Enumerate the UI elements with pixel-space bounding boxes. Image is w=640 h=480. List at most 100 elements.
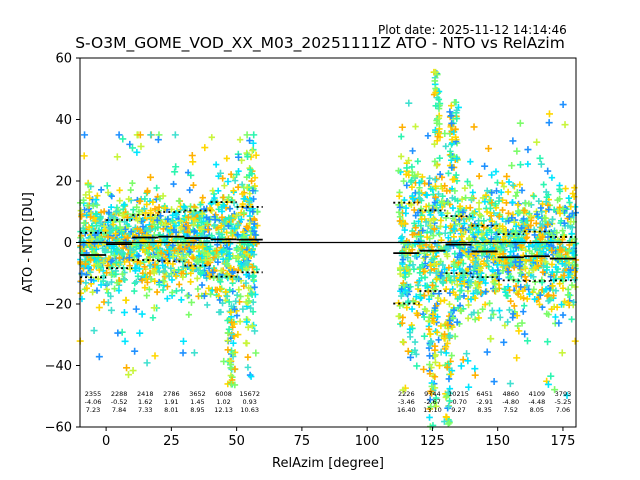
- scatter-point: [245, 284, 252, 292]
- scatter-point: [398, 123, 406, 131]
- scatter-point: [516, 181, 524, 188]
- scatter-point: [401, 269, 409, 277]
- scatter-point: [512, 282, 520, 290]
- scatter-point: [458, 251, 465, 259]
- scatter-point: [561, 298, 568, 305]
- scatter-point: [81, 131, 89, 139]
- scatter-point: [442, 343, 450, 351]
- scatter-point: [416, 301, 423, 308]
- scatter-point: [436, 154, 443, 162]
- scatter-point: [141, 263, 148, 271]
- scatter-point: [469, 189, 477, 196]
- scatter-point: [227, 364, 235, 372]
- scatter-point: [540, 248, 547, 255]
- scatter-point: [432, 68, 439, 76]
- scatter-point: [228, 330, 236, 338]
- scatter-point: [427, 403, 435, 410]
- scatter-point: [126, 254, 133, 261]
- scatter-point: [408, 349, 416, 356]
- scatter-point: [170, 226, 178, 234]
- scatter-point: [472, 258, 479, 265]
- scatter-point: [108, 193, 115, 200]
- scatter-point: [204, 226, 212, 233]
- scatter-point: [433, 119, 441, 127]
- scatter-point: [552, 287, 560, 294]
- scatter-point: [100, 208, 108, 215]
- scatter-point: [249, 187, 257, 194]
- x-tick-label: 150: [485, 434, 510, 449]
- scatter-point: [244, 153, 251, 160]
- scatter-point: [138, 229, 146, 237]
- scatter-point: [235, 286, 243, 293]
- scatter-point: [412, 293, 420, 300]
- scatter-point: [535, 198, 542, 205]
- scatter-point: [118, 248, 125, 256]
- scatter-point: [423, 233, 431, 241]
- scatter-point: [409, 169, 416, 176]
- scatter-point: [480, 224, 488, 231]
- scatter-point: [436, 170, 444, 178]
- bin-label: 1.02: [216, 398, 230, 406]
- scatter-point: [483, 348, 491, 356]
- scatter-point: [467, 158, 474, 165]
- scatter-point: [432, 359, 439, 366]
- scatter-point: [234, 183, 242, 191]
- scatter-point: [509, 310, 517, 318]
- scatter-point: [504, 188, 512, 196]
- scatter-point: [455, 259, 462, 267]
- scatter-point: [126, 245, 134, 252]
- scatter-point: [409, 231, 416, 238]
- bin-label: 16.40: [397, 406, 416, 414]
- y-tick-label: 40: [55, 113, 72, 128]
- scatter-point: [465, 234, 473, 242]
- scatter-point: [572, 283, 579, 291]
- x-tick-label: 100: [355, 434, 380, 449]
- bin-label: 13.10: [423, 406, 442, 414]
- bin-label: 7.23: [86, 406, 100, 414]
- scatter-point: [191, 227, 198, 235]
- scatter-point: [466, 282, 474, 289]
- scatter-point: [107, 306, 115, 314]
- y-tick-label: −20: [45, 298, 72, 313]
- scatter-point: [553, 229, 560, 236]
- scatter-point: [114, 279, 121, 286]
- scatter-point: [120, 308, 128, 316]
- scatter-point: [421, 274, 429, 281]
- scatter-point: [500, 338, 508, 346]
- scatter-point: [169, 242, 177, 249]
- scatter-point: [205, 216, 213, 223]
- scatter-point: [472, 287, 479, 294]
- bin-label: 6008: [215, 390, 232, 398]
- scatter-point: [545, 229, 553, 236]
- scatter-point: [503, 172, 511, 180]
- scatter-point: [451, 333, 459, 340]
- scatter-point: [517, 283, 524, 291]
- scatter-point: [231, 177, 239, 184]
- scatter-point: [506, 380, 514, 388]
- scatter-point: [565, 299, 572, 306]
- scatter-points: [76, 68, 580, 430]
- scatter-point: [224, 178, 232, 186]
- scatter-point: [165, 245, 173, 253]
- scatter-point: [517, 293, 524, 301]
- scatter-point: [521, 302, 528, 309]
- scatter-point: [189, 158, 197, 166]
- scatter-point: [235, 245, 242, 253]
- scatter-point: [249, 147, 256, 154]
- scatter-point: [86, 194, 93, 202]
- scatter-point: [184, 222, 192, 229]
- scatter-point: [565, 286, 572, 293]
- scatter-point: [203, 253, 210, 260]
- scatter-point: [245, 297, 253, 305]
- scatter-point: [506, 306, 513, 314]
- scatter-point: [559, 227, 566, 234]
- scatter-point: [467, 225, 474, 233]
- scatter-point: [438, 211, 445, 219]
- scatter-point: [250, 262, 257, 270]
- scatter-point: [143, 359, 151, 367]
- scatter-point: [243, 204, 250, 212]
- scatter-point: [533, 138, 541, 146]
- scatter-point: [534, 240, 542, 248]
- x-tick-label: 25: [163, 434, 180, 449]
- scatter-point: [226, 286, 233, 294]
